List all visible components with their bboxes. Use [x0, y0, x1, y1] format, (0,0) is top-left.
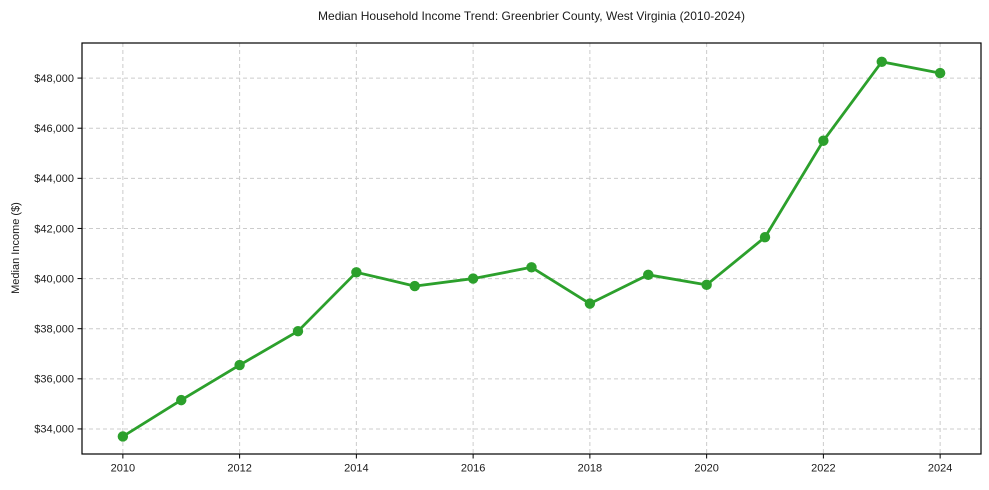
x-tick-label: 2016	[461, 463, 485, 475]
x-tick-label: 2018	[578, 463, 602, 475]
x-tick-label: 2010	[111, 463, 135, 475]
y-tick-label: $42,000	[34, 223, 74, 235]
x-tick-label: 2022	[811, 463, 835, 475]
data-point-marker	[584, 298, 596, 309]
data-point-marker	[117, 431, 129, 442]
data-point-marker	[876, 56, 887, 67]
y-tick-label: $34,000	[34, 424, 74, 436]
data-point-marker	[818, 135, 829, 146]
x-tick-label: 2012	[227, 463, 251, 475]
y-tick-label: $44,000	[34, 173, 74, 185]
y-tick-label: $38,000	[34, 323, 74, 335]
data-point-marker	[467, 273, 479, 284]
y-tick-label: $40,000	[34, 273, 74, 285]
y-tick-label: $36,000	[34, 374, 74, 386]
chart-title: Median Household Income Trend: Greenbrie…	[318, 9, 745, 23]
data-point-marker	[351, 267, 362, 278]
x-tick-label: 2020	[694, 463, 718, 475]
data-point-marker	[759, 232, 771, 243]
y-tick-label: $46,000	[34, 123, 74, 135]
x-tick-label: 2014	[344, 463, 368, 475]
data-point-marker	[409, 280, 420, 292]
data-point-marker	[526, 262, 537, 273]
data-point-marker	[292, 326, 304, 337]
data-point-marker	[934, 67, 946, 79]
data-point-marker	[701, 279, 712, 291]
data-point-marker	[643, 269, 654, 281]
data-point-marker	[176, 394, 187, 406]
y-tick-label: $48,000	[34, 73, 74, 85]
income-line-series	[121, 60, 942, 438]
x-tick-label: 2024	[928, 463, 952, 475]
data-point-marker	[234, 359, 245, 371]
axis-frame	[81, 42, 982, 455]
